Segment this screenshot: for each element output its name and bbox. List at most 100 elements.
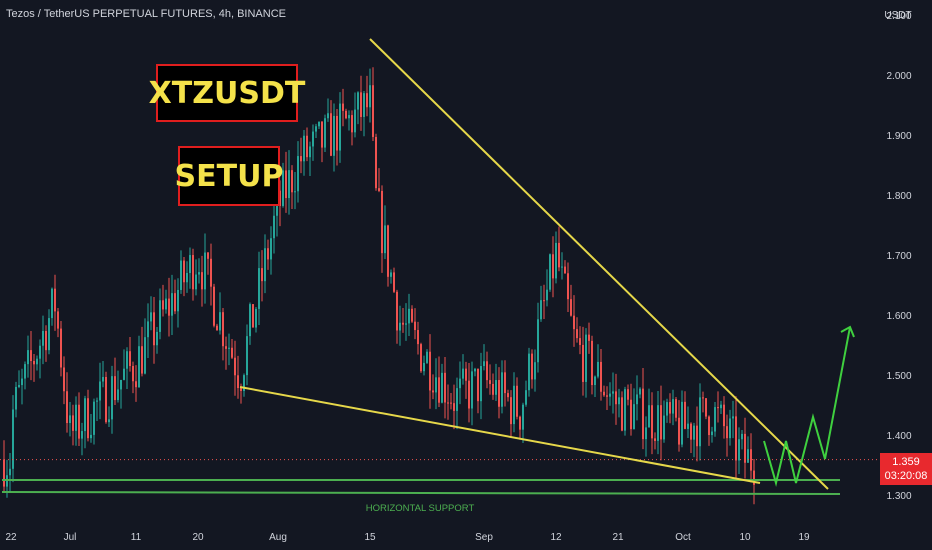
candle-body — [9, 468, 11, 476]
candle-body — [696, 425, 698, 447]
candle-body — [405, 323, 407, 325]
candle-body — [468, 380, 470, 409]
candle-body — [588, 334, 590, 341]
candlestick-series — [3, 67, 755, 505]
candle-body — [714, 407, 716, 432]
candle-body — [666, 402, 668, 416]
candle-body — [501, 372, 503, 407]
candle-body — [417, 330, 419, 345]
candle-body — [522, 404, 524, 430]
candle-body — [483, 361, 485, 367]
candle-body — [351, 115, 353, 133]
trendline-upper[interactable] — [369, 38, 829, 490]
candle-body — [114, 376, 116, 401]
candle-body — [690, 423, 692, 440]
candle-body — [498, 380, 500, 407]
candle-body — [93, 401, 95, 435]
candle-body — [669, 402, 671, 414]
candle-body — [507, 393, 509, 398]
candle-body — [186, 272, 188, 283]
x-tick-label: 22 — [5, 532, 17, 543]
candle-body — [198, 272, 200, 275]
candle-body — [684, 401, 686, 429]
candle-body — [15, 386, 17, 410]
candle-body — [720, 404, 722, 409]
candle-body — [582, 344, 584, 382]
candle-body — [645, 427, 647, 440]
bar-countdown-timer: 03:20:08 — [884, 469, 928, 482]
candle-body — [30, 350, 32, 362]
candle-body — [477, 368, 479, 402]
candle-body — [708, 416, 710, 436]
candle-body — [57, 311, 59, 329]
candle-body — [654, 438, 656, 441]
y-tick-label: 1.800 — [886, 191, 911, 202]
candle-body — [435, 377, 437, 393]
candle-body — [159, 300, 161, 332]
candle-body — [594, 376, 596, 386]
candle-body — [387, 225, 389, 277]
candle-body — [225, 346, 227, 349]
candle-body — [51, 288, 53, 319]
candle-body — [174, 293, 176, 312]
candle-body — [165, 298, 167, 310]
candle-body — [486, 361, 488, 381]
candle-body — [171, 293, 173, 316]
candle-body — [189, 255, 191, 273]
candle-body — [723, 404, 725, 427]
candle-body — [210, 258, 212, 287]
candle-body — [531, 353, 533, 380]
candle-body — [402, 322, 404, 325]
candle-body — [411, 308, 413, 322]
candle-body — [240, 388, 242, 391]
candle-body — [150, 312, 152, 322]
candle-body — [60, 328, 62, 368]
candle-body — [438, 377, 440, 403]
candle-body — [270, 238, 272, 260]
candle-body — [540, 300, 542, 320]
candle-body — [219, 312, 221, 331]
candle-body — [81, 431, 83, 439]
candle-body — [597, 361, 599, 377]
candle-body — [252, 304, 254, 328]
candle-body — [111, 376, 113, 420]
candle-body — [453, 403, 455, 411]
candle-body — [513, 385, 515, 425]
candle-body — [660, 405, 662, 440]
candle-body — [318, 121, 320, 127]
candle-body — [711, 431, 713, 436]
candle-body — [459, 378, 461, 389]
support-line[interactable] — [1, 491, 841, 495]
candle-body — [546, 289, 548, 301]
candle-body — [117, 389, 119, 401]
candle-body — [288, 170, 290, 199]
candle-body — [39, 345, 41, 359]
candle-body — [414, 321, 416, 331]
candle-body — [753, 470, 755, 485]
candle-body — [609, 393, 611, 397]
candle-body — [285, 170, 287, 199]
candle-body — [732, 416, 734, 419]
candle-body — [36, 358, 38, 365]
candle-body — [231, 347, 233, 358]
candle-body — [627, 389, 629, 400]
candle-body — [99, 381, 101, 401]
candle-body — [255, 308, 257, 328]
candle-body — [267, 248, 269, 260]
x-axis[interactable]: 22 Jul 11 20 Aug 15 Sep 12 21 Oct 10 19 — [5, 532, 810, 543]
candle-body — [492, 383, 494, 395]
x-tick-label: 20 — [192, 532, 204, 543]
y-axis[interactable]: USDT 2.3002.2002.1002.0001.9001.8001.700… — [884, 0, 912, 502]
candle-body — [312, 131, 314, 147]
candle-body — [699, 397, 701, 447]
candle-body — [444, 372, 446, 403]
candle-body — [192, 255, 194, 290]
candle-body — [423, 362, 425, 372]
candle-body — [372, 85, 374, 137]
trendline-lower[interactable] — [239, 386, 761, 484]
candle-body — [24, 364, 26, 379]
candle-body — [456, 388, 458, 411]
candle-body — [705, 398, 707, 417]
candle-body — [336, 115, 338, 151]
